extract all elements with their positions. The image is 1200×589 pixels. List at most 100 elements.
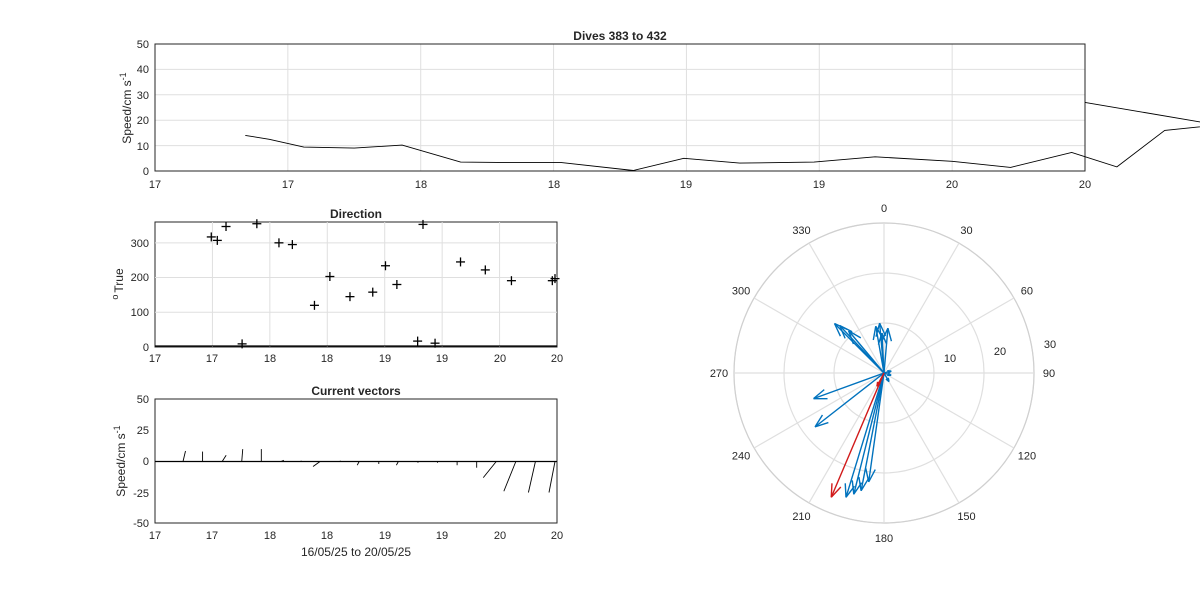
direction-xtick: 18 — [321, 353, 333, 365]
direction-point — [206, 232, 216, 242]
compass-arrow-blue-head — [865, 468, 870, 483]
compass-spoke — [808, 372, 885, 504]
direction-point — [480, 265, 490, 275]
vectors-x-ticks: 17 17 18 18 19 19 20 20 — [149, 530, 563, 542]
vectors-ytick: 25 — [137, 425, 149, 437]
compass-arrows — [813, 322, 893, 498]
compass-angle-label: 60 — [1021, 286, 1033, 298]
vectors-ytick: -25 — [133, 488, 149, 500]
compass-arrow-blue-head — [881, 332, 888, 345]
compass-arrow-blue-shaft — [860, 372, 885, 491]
compass-arrow-blue-head — [858, 476, 862, 491]
compass-angle-label: 120 — [1018, 451, 1036, 463]
vectors-xlabel: 16/05/25 to 20/05/25 — [301, 545, 411, 559]
speed-ylabel: Speed/cm s-1 — [118, 72, 134, 143]
compass-arrow-blue-shaft — [883, 328, 889, 374]
compass-arrow-red-head — [876, 382, 881, 387]
direction-ytick: 100 — [131, 307, 149, 319]
compass-arrow-red — [830, 372, 885, 498]
vectors-xtick: 17 — [149, 530, 161, 542]
speed-ytick: 30 — [137, 90, 149, 102]
compass-arrow-blue-shaft — [848, 330, 885, 374]
direction-grid — [155, 222, 557, 347]
direction-xtick: 18 — [264, 353, 276, 365]
compass-angle-label: 90 — [1043, 368, 1055, 380]
compass-angle-label: 180 — [875, 533, 893, 545]
compass-arrow-blue — [881, 327, 893, 374]
speed-ylabel-text: Speed/cm s — [120, 80, 134, 143]
direction-xtick: 19 — [379, 353, 391, 365]
vectors-ytick: -50 — [133, 518, 149, 530]
compass-arrow-blue-shaft — [881, 333, 885, 374]
direction-point — [309, 300, 319, 310]
vectors-xtick: 20 — [494, 530, 506, 542]
vector-stick — [503, 461, 517, 492]
vectors-xtick: 18 — [264, 530, 276, 542]
speed-chart: Dives 383 to 432 0 10 20 30 40 50 17 17 … — [118, 29, 1200, 191]
vector-stick — [482, 461, 497, 478]
compass-arrow-blue-shaft — [867, 372, 885, 483]
speed-xtick: 20 — [1079, 179, 1091, 191]
direction-point — [506, 276, 516, 286]
compass-angle-label: 330 — [792, 225, 810, 237]
compass-arrow-blue-shaft — [814, 372, 885, 428]
vectors-xtick: 19 — [379, 530, 391, 542]
compass-arrow-blue-head — [847, 330, 855, 345]
direction-x-ticks: 17 17 18 18 19 19 20 20 — [149, 353, 563, 365]
vectors-title: Current vectors — [311, 384, 401, 398]
compass-arrow-blue-head — [814, 414, 824, 428]
vector-stick — [182, 450, 186, 462]
compass-arrow-blue-head — [868, 469, 876, 483]
vector-stick — [339, 460, 341, 462]
direction-point — [274, 238, 284, 248]
vectors-sticks — [182, 449, 556, 493]
compass-arrow-blue-head — [881, 327, 889, 341]
compass-chart: 0 30 60 90 120 150 180 210 240 270 300 330 10 20 30 — [710, 203, 1056, 545]
compass-arrow-red-head — [830, 486, 842, 498]
compass-angle-label: 210 — [792, 511, 810, 523]
compass-arrow-blue-shaft — [875, 326, 885, 374]
vectors-xtick: 18 — [321, 530, 333, 542]
compass-spoke — [753, 372, 885, 449]
compass-arrow-blue — [814, 372, 885, 428]
speed-title: Dives 383 to 432 — [573, 29, 667, 43]
vectors-ytick: 50 — [137, 394, 149, 406]
compass-arrow-blue — [883, 372, 890, 383]
direction-point — [221, 222, 231, 232]
compass-angle-label: 240 — [732, 451, 750, 463]
compass-arrow-blue-head — [813, 389, 825, 400]
compass-arrow-blue-head — [860, 478, 869, 492]
compass-arrow-blue — [813, 372, 885, 400]
direction-point — [237, 339, 247, 349]
speed-xtick: 18 — [548, 179, 560, 191]
speed-ytick: 40 — [137, 64, 149, 76]
direction-point — [212, 235, 222, 245]
direction-axes-box — [154, 221, 558, 348]
compass-arrow-blue — [847, 330, 885, 374]
svg-text:Speed/cm s-1: Speed/cm s-1 — [118, 72, 134, 143]
compass-arrow-blue-shaft — [813, 372, 885, 400]
compass-arrow-blue-shaft — [853, 372, 885, 495]
direction-point — [325, 272, 335, 282]
speed-xtick: 17 — [282, 179, 294, 191]
compass-arrow-red-head — [830, 483, 833, 498]
compass-radius-labels: 10 20 30 — [944, 339, 1056, 365]
compass-grid — [733, 222, 1035, 524]
speed-xtick: 20 — [946, 179, 958, 191]
direction-point — [456, 257, 466, 267]
vector-stick — [241, 449, 244, 462]
direction-point — [287, 240, 297, 250]
vectors-chart: Current vectors -50 -25 0 25 50 17 17 18… — [112, 384, 563, 559]
compass-arrow-blue — [883, 370, 892, 374]
speed-x-ticks: 17 17 18 18 19 19 20 20 — [149, 179, 1091, 191]
direction-point — [345, 292, 355, 302]
vectors-ylabel-exp: -1 — [112, 425, 122, 433]
vector-stick — [548, 461, 556, 493]
compass-arrow-blue-head — [877, 332, 883, 345]
vector-stick — [395, 461, 399, 466]
compass-arrow-blue — [865, 372, 885, 483]
direction-ytick: 200 — [131, 272, 149, 284]
speed-y-ticks: 0 10 20 30 40 50 — [137, 39, 149, 178]
direction-ytick: 0 — [143, 342, 149, 354]
speed-axes-box — [154, 43, 1086, 172]
